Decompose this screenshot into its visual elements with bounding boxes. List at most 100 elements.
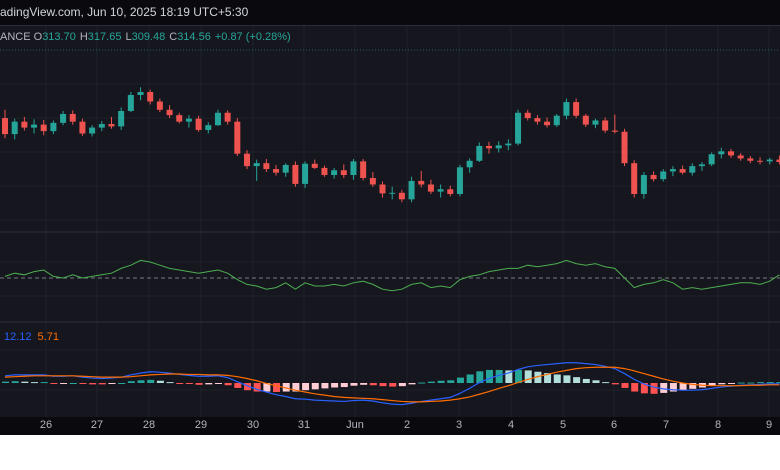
candle-body (60, 113, 67, 123)
candle-body (486, 145, 492, 149)
macd-histogram-bar (737, 382, 745, 384)
macd-histogram-bar (331, 383, 339, 388)
time-axis-label: 8 (714, 419, 722, 431)
time-axis-label: 4 (507, 419, 515, 431)
candle-body (679, 169, 686, 173)
candle-body (108, 124, 115, 127)
macd-histogram-bar (447, 380, 455, 383)
candle-body (263, 163, 270, 170)
header-bar: adingView.com, Jun 10, 2025 18:19 UTC+5:… (0, 0, 780, 26)
change-value: +0.87 (+0.28%) (214, 31, 291, 43)
candle-body (31, 124, 38, 128)
candle-body (340, 170, 347, 176)
candle-body (534, 118, 541, 122)
candle-body (321, 167, 328, 176)
macd-histogram-bar (166, 382, 174, 384)
candle-body (437, 189, 444, 192)
candle-body (156, 101, 163, 110)
candle-body (447, 189, 454, 194)
time-axis-label: 29 (194, 419, 208, 431)
candle-body (79, 121, 86, 134)
ohlc-legend: ANCE O313.70 H317.65 L309.48 C314.56 +0.87 (… (0, 31, 291, 43)
close-value: 314.56 (177, 31, 211, 43)
candle-body (698, 164, 705, 167)
macd-histogram-bar (118, 383, 126, 384)
candle-body (244, 153, 250, 167)
macd-histogram[interactable] (2, 369, 780, 394)
macd-histogram-bar (127, 381, 135, 383)
candle-body (660, 171, 667, 180)
macd-histogram-bar (544, 373, 552, 383)
macd-histogram-bar (2, 381, 9, 383)
low-value: 309.48 (131, 31, 166, 43)
macd-histogram-bar (573, 377, 581, 383)
macd-histogram-bar (340, 383, 348, 388)
candle-body (563, 102, 570, 116)
macd-histogram-bar (427, 381, 435, 383)
candle-body (689, 166, 696, 173)
macd-histogram-bar (515, 369, 523, 383)
candle-body (466, 160, 473, 168)
macd-histogram-bar (611, 383, 619, 385)
macd-histogram-bar (602, 382, 610, 384)
candle-body (553, 115, 560, 126)
macd-histogram-bar (234, 383, 242, 388)
macd-histogram-bar (214, 383, 222, 384)
rsi-line[interactable] (4, 259, 780, 292)
candle-body (302, 163, 309, 184)
macd-signal-line[interactable] (4, 366, 780, 403)
macd-histogram-bar (757, 382, 765, 384)
candle-body (311, 163, 318, 168)
macd-legend: 12.12 5.71 (4, 331, 59, 343)
macd-histogram-bar (553, 374, 561, 383)
candle-body (137, 92, 144, 95)
macd-histogram-bar (292, 383, 300, 392)
macd-histogram-bar (40, 382, 48, 384)
macd-histogram-bar (689, 383, 697, 389)
close-label: C (169, 31, 178, 43)
macd-line[interactable] (4, 362, 780, 406)
candle-body (214, 112, 221, 126)
candle-body (292, 164, 299, 184)
time-axis-label: 3 (455, 419, 463, 431)
candle-body (118, 110, 125, 127)
candle-body (40, 124, 47, 132)
candle-body (747, 158, 754, 161)
candle-body (602, 120, 609, 131)
macd-histogram-bar (389, 383, 397, 387)
time-axis-label: 30 (246, 419, 260, 431)
macd-histogram-bar (108, 383, 116, 384)
candle-body (50, 122, 57, 132)
candle-body (611, 130, 618, 132)
high-label: H (79, 31, 88, 43)
candle-body (544, 121, 551, 126)
macd-histogram-bar (263, 383, 271, 392)
candle-body (582, 115, 589, 125)
macd-histogram-bar (273, 383, 281, 392)
macd-histogram-bar (728, 383, 735, 384)
candlestick-series[interactable] (2, 87, 780, 203)
macd-histogram-bar (466, 374, 474, 383)
candle-body (331, 170, 338, 176)
macd-histogram-bar (98, 383, 106, 385)
time-axis[interactable]: 26 27 28 29 30 31 Jun 2 3 4 5 6 7 8 9 (0, 417, 780, 435)
macd-histogram-bar (21, 381, 29, 383)
macd-histogram-bar (766, 382, 774, 384)
macd-histogram-bar (495, 369, 503, 383)
candle-body (476, 145, 483, 161)
candle-body (147, 92, 154, 102)
candle-body (350, 161, 357, 176)
macd-histogram-bar (360, 383, 368, 385)
candle-body (418, 180, 425, 185)
macd-value: 12.12 (4, 331, 32, 343)
macd-histogram-bar (408, 383, 416, 385)
candle-body (737, 155, 744, 159)
candle-body (11, 121, 18, 135)
time-axis-label: 6 (610, 419, 618, 431)
candle-body (205, 125, 212, 130)
macd-histogram-bar (253, 383, 261, 392)
candle-body (718, 151, 725, 155)
macd-histogram-bar (69, 383, 77, 384)
candle-body (427, 184, 434, 192)
